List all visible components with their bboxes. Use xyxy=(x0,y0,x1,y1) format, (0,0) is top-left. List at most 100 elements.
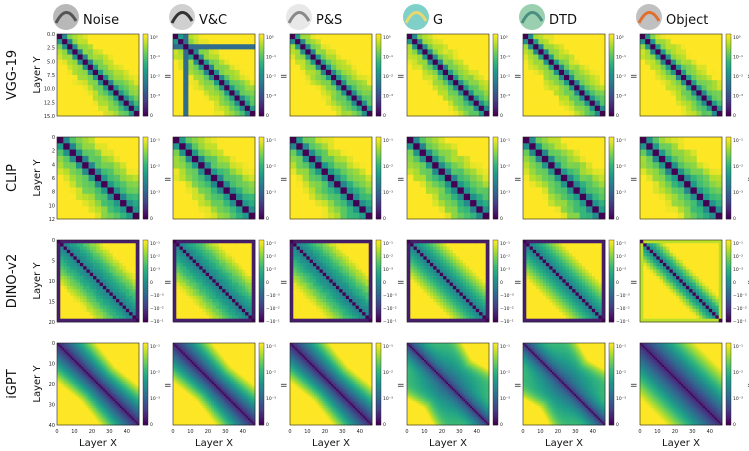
heatmap-cell xyxy=(478,80,485,86)
heatmap-cell xyxy=(564,59,570,66)
heatmap-cell xyxy=(473,54,480,60)
heatmap-cell xyxy=(192,289,197,293)
heatmap-cell xyxy=(444,149,452,157)
heatmap-cell xyxy=(173,289,177,293)
texture-thumbnail-icon xyxy=(53,4,79,30)
heatmap-cell xyxy=(189,318,194,323)
colorbar-segment xyxy=(493,206,498,210)
heatmap-cell xyxy=(709,181,717,188)
colorbar-frame xyxy=(608,33,615,117)
heatmap-cell xyxy=(218,308,223,313)
colorbar-tick-label: 10⁻² xyxy=(266,74,276,80)
heatmap-cell xyxy=(453,110,459,117)
heatmap-cell xyxy=(66,240,71,244)
heatmap-cell xyxy=(203,34,210,40)
heatmap-cell xyxy=(225,266,230,270)
heatmap-cell xyxy=(365,253,370,257)
heatmap-cell xyxy=(457,206,465,214)
colorbar-segment xyxy=(259,208,264,212)
heatmap-cell xyxy=(112,308,117,313)
colorbar-frame xyxy=(492,33,499,117)
heatmap-cell xyxy=(312,269,317,274)
heatmap-cell xyxy=(463,143,471,150)
heatmap-cell xyxy=(57,80,63,86)
heatmap-cell xyxy=(60,243,64,247)
heatmap-cell xyxy=(129,315,133,320)
heatmap-cell xyxy=(99,302,104,306)
heatmap-cell xyxy=(463,206,471,214)
heatmap-cell xyxy=(336,64,342,71)
heatmap-cell xyxy=(173,282,177,287)
heatmap-cell xyxy=(543,44,549,50)
colorbar-segment xyxy=(376,169,381,173)
heatmap-cell xyxy=(362,266,366,270)
heatmap-cell xyxy=(334,137,341,144)
heatmap-cell xyxy=(463,100,469,107)
heatmap-cell xyxy=(419,181,427,188)
heatmap-cell xyxy=(238,295,243,300)
colorbar-segment xyxy=(493,77,498,80)
heatmap-cell xyxy=(296,262,301,267)
heatmap-cell xyxy=(310,100,316,107)
heatmap-cell xyxy=(92,49,99,55)
heatmap-cell xyxy=(322,253,327,257)
heatmap-cell xyxy=(309,282,314,287)
heatmap-cell xyxy=(339,295,343,300)
heatmap-cell xyxy=(96,256,100,261)
heatmap-cell xyxy=(325,100,332,107)
heatmap-cell xyxy=(579,100,585,107)
heatmap-cell xyxy=(709,155,717,163)
heatmap-cell xyxy=(451,168,458,176)
heatmap-cell xyxy=(325,44,332,50)
heatmap-cell xyxy=(235,259,239,264)
colorbar-segment xyxy=(143,105,148,109)
heatmap-cell xyxy=(320,54,327,60)
heatmap-cell xyxy=(179,162,186,169)
heatmap-cell xyxy=(427,49,433,55)
heatmap-cell xyxy=(564,39,570,45)
heatmap-cell xyxy=(222,249,226,254)
heatmap-cell xyxy=(232,295,236,300)
colorbar-segment xyxy=(493,38,498,41)
heatmap-cell xyxy=(76,269,81,274)
heatmap-cell xyxy=(135,302,140,306)
heatmap-cell xyxy=(93,302,97,306)
heatmap-cell xyxy=(248,318,253,323)
heatmap-cell xyxy=(218,282,223,287)
heatmap-cell xyxy=(133,100,140,107)
heatmap-cell xyxy=(681,54,687,60)
colorbar-segment xyxy=(143,268,148,272)
heatmap-cell xyxy=(79,302,84,306)
colorbar-segment xyxy=(493,212,498,216)
heatmap-cell xyxy=(212,312,216,316)
heatmap-cell xyxy=(76,266,81,270)
heatmap-cell xyxy=(57,85,63,91)
heatmap-cell xyxy=(120,149,127,157)
heatmap-cell xyxy=(296,200,303,207)
heatmap-cell xyxy=(535,168,543,176)
heatmap-cell xyxy=(548,149,555,157)
heatmap-cell xyxy=(599,54,606,60)
heatmap-cell xyxy=(543,54,549,60)
heatmap-cell xyxy=(126,187,134,195)
heatmap-cell xyxy=(586,168,593,176)
colorbar-segment xyxy=(376,64,381,68)
heatmap-cell xyxy=(483,59,490,66)
heatmap-cell xyxy=(173,95,179,101)
heatmap-cell xyxy=(195,259,200,264)
heatmap-cell xyxy=(67,100,73,107)
colorbar-segment xyxy=(376,153,381,156)
heatmap-cell xyxy=(365,168,373,176)
colorbar-segment xyxy=(259,317,264,321)
heatmap-cell xyxy=(96,243,100,247)
y-tick-label: 5.0 xyxy=(47,59,55,65)
heatmap-cell xyxy=(584,54,590,60)
heatmap-cell xyxy=(75,137,83,144)
heatmap-cell xyxy=(412,85,418,91)
heatmap-cell xyxy=(368,289,373,293)
heatmap-cell xyxy=(234,100,240,107)
heatmap-cell xyxy=(290,39,296,45)
colorbar-segment xyxy=(259,254,264,257)
heatmap-cell xyxy=(432,181,439,188)
heatmap-cell xyxy=(229,155,237,163)
